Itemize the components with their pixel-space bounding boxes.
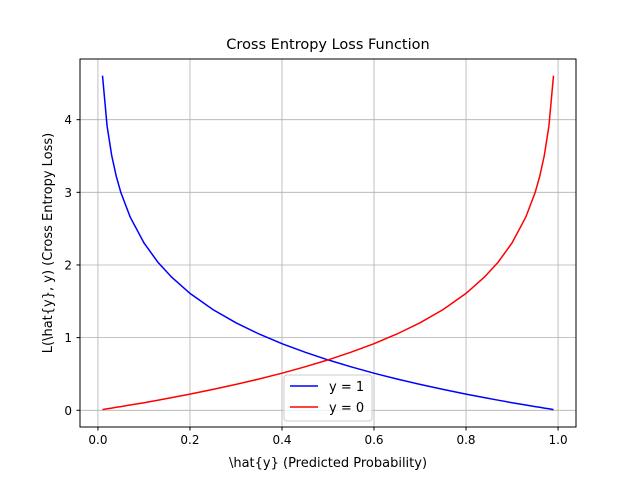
y-tick-label: 4 bbox=[64, 113, 72, 127]
x-axis-label: \hat{y} (Predicted Probability) bbox=[229, 456, 427, 471]
y-tick-label: 1 bbox=[64, 331, 72, 345]
legend-label-y1: y = 1 bbox=[329, 380, 364, 395]
legend: y = 1 y = 0 bbox=[283, 374, 373, 422]
y-tick-label: 3 bbox=[64, 186, 72, 200]
y-tick-label: 0 bbox=[64, 404, 72, 418]
ticks: 0.0 0.2 0.4 0.6 0.8 1.0 0 1 2 3 4 bbox=[64, 113, 567, 447]
x-tick-label: 0.6 bbox=[364, 433, 383, 447]
axes-frame bbox=[79, 58, 577, 428]
grid bbox=[80, 59, 576, 427]
y-axis-label: L(\hat{y}, y) (Cross Entropy Loss) bbox=[41, 133, 56, 353]
series-lines bbox=[101, 75, 555, 411]
y-tick-label: 2 bbox=[64, 258, 72, 272]
chart-title: Cross Entropy Loss Function bbox=[226, 37, 429, 53]
x-tick-label: 0.0 bbox=[88, 433, 107, 447]
x-tick-label: 0.4 bbox=[272, 433, 291, 447]
x-tick-label: 0.8 bbox=[456, 433, 475, 447]
x-tick-label: 1.0 bbox=[549, 433, 568, 447]
x-tick-label: 0.2 bbox=[180, 433, 199, 447]
series-line-y0 bbox=[102, 75, 555, 411]
legend-label-y0: y = 0 bbox=[329, 401, 364, 416]
